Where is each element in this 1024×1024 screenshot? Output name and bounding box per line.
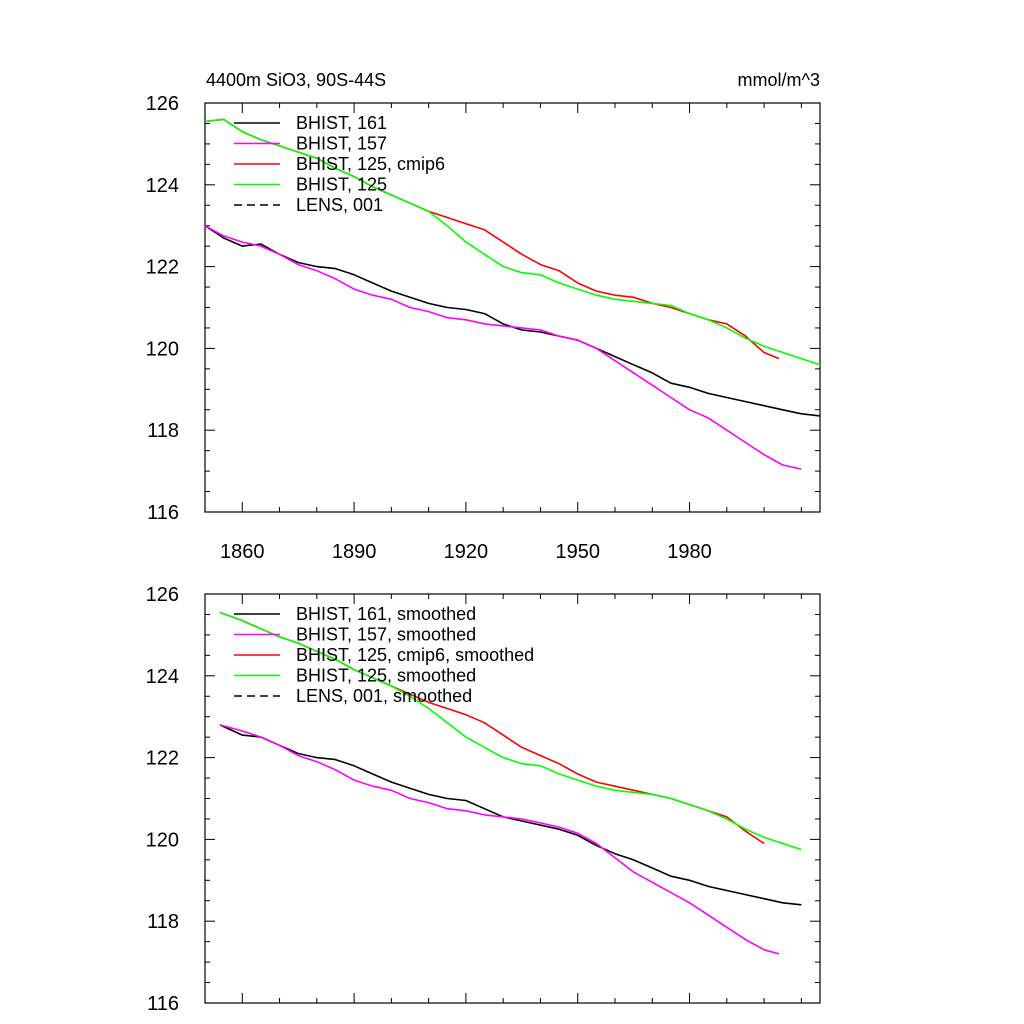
- y-tick-label: 122: [146, 748, 179, 770]
- series-line-0: [219, 724, 802, 906]
- y-tick-label: 120: [146, 829, 179, 851]
- x-tick-label: 1920: [444, 541, 489, 563]
- chart-title: 4400m SiO3, 90S-44S: [206, 70, 386, 90]
- series-line-0: [204, 225, 821, 417]
- x-tick-label: 1890: [332, 541, 377, 563]
- y-tick-label: 118: [147, 911, 179, 933]
- y-tick-label: 122: [146, 257, 179, 279]
- y-tick-label: 116: [147, 993, 179, 1015]
- legend-label: BHIST, 125, smoothed: [296, 666, 476, 686]
- series-line-3: [219, 611, 802, 851]
- legend-label: BHIST, 125, cmip6, smoothed: [296, 645, 534, 665]
- y-tick-label: 118: [147, 420, 179, 442]
- legend-label: BHIST, 157, smoothed: [296, 625, 476, 645]
- legend-label: BHIST, 161, smoothed: [296, 604, 476, 624]
- series-line-1: [204, 224, 802, 470]
- x-tick-label: 1980: [667, 541, 712, 563]
- x-tick-label: 1950: [555, 541, 600, 563]
- legend-label: BHIST, 125: [296, 175, 387, 195]
- units-label: mmol/m^3: [738, 70, 820, 90]
- y-tick-label: 126: [146, 93, 179, 115]
- legend-label: LENS, 001, smoothed: [296, 686, 472, 706]
- legend-label: LENS, 001: [296, 195, 383, 215]
- series-line-1: [219, 724, 780, 955]
- y-tick-label: 124: [146, 666, 179, 688]
- y-tick-label: 116: [147, 502, 179, 524]
- legend-label: BHIST, 125, cmip6: [296, 154, 445, 174]
- series-line-3: [204, 118, 821, 366]
- series-line-2: [204, 118, 780, 360]
- x-tick-label: 1860: [220, 541, 265, 563]
- legend-label: BHIST, 157: [296, 134, 387, 154]
- y-tick-label: 124: [146, 175, 179, 197]
- legend-label: BHIST, 161: [296, 113, 387, 133]
- y-tick-label: 126: [146, 584, 179, 606]
- y-tick-label: 120: [146, 338, 179, 360]
- chart-panel-top: 4400m SiO3, 90S-44S mmol/m^3 1860 1890 192…: [146, 70, 821, 563]
